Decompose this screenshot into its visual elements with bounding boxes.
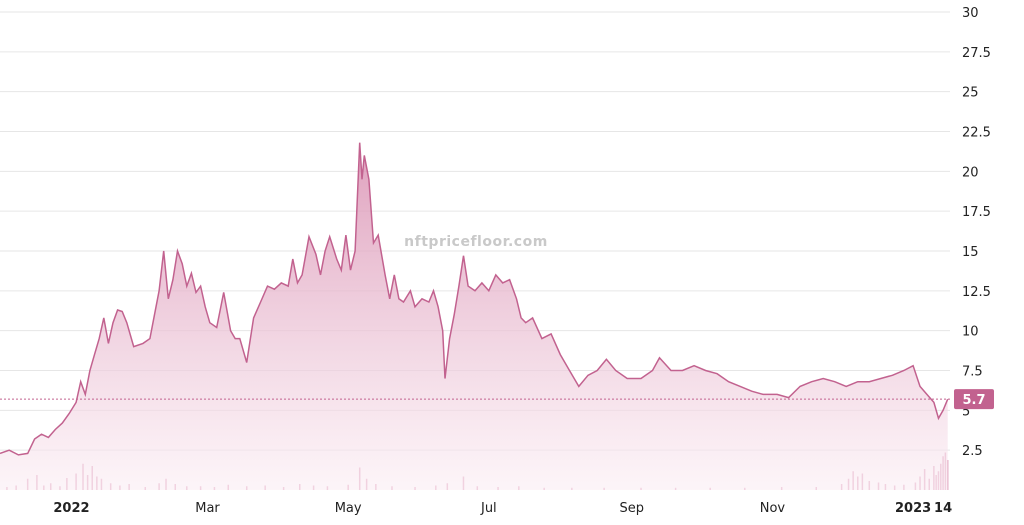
y-tick-label: 20 [962, 165, 979, 180]
y-tick-label: 17.5 [962, 205, 991, 220]
y-axis: 2.5 5 7.5 10 12.5 15 17.5 20 22.5 25 27.5 30 [962, 6, 991, 459]
last-price-label: 5.7 [954, 389, 994, 410]
x-tick-label: 2023 [895, 501, 931, 516]
x-axis: 2022 Mar May Jul Sep Nov 2023 14 [53, 501, 952, 516]
y-tick-label: 12.5 [962, 285, 991, 300]
y-tick-label: 5 [962, 404, 970, 419]
y-tick-label: 27.5 [962, 46, 991, 61]
x-tick-label: Nov [760, 501, 786, 516]
y-tick-label: 10 [962, 325, 979, 340]
y-tick-label: 25 [962, 86, 979, 101]
y-tick-label: 7.5 [962, 365, 983, 380]
y-tick-label: 15 [962, 245, 979, 260]
watermark-text: nftpricefloor.com [404, 234, 548, 250]
y-tick-label: 30 [962, 6, 979, 21]
x-tick-label: May [335, 501, 362, 516]
price-area-fill [0, 142, 948, 490]
x-tick-label: 14 [934, 501, 952, 516]
y-tick-label: 22.5 [962, 126, 991, 141]
y-tick-label: 2.5 [962, 444, 983, 459]
x-tick-label: Sep [620, 501, 645, 516]
x-tick-label: Mar [195, 501, 220, 516]
x-tick-label: 2022 [53, 501, 89, 516]
price-line [0, 142, 949, 456]
x-tick-label: Jul [480, 501, 497, 516]
last-price-value: 5.7 [962, 393, 985, 408]
